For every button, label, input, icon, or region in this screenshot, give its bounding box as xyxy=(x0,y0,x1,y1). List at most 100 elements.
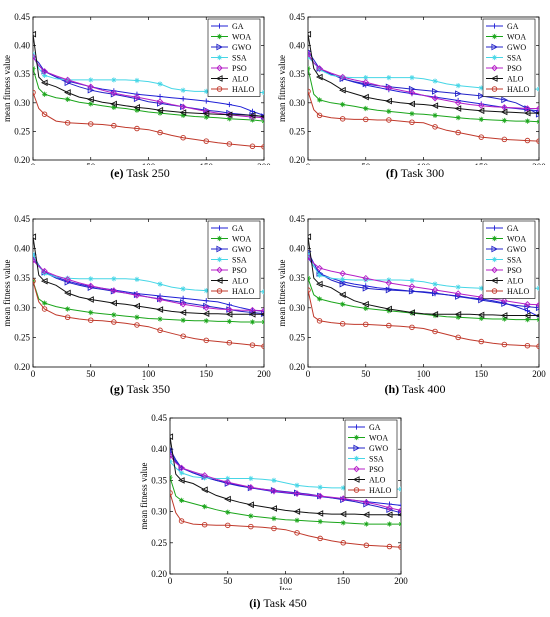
x-axis: 0 50 100 150 200 xyxy=(306,219,546,379)
data-point-alo xyxy=(385,305,392,313)
legend-marker-ssa xyxy=(353,455,360,462)
data-point-ssa xyxy=(178,470,185,476)
data-point-alo xyxy=(500,108,508,116)
caption-letter: (i) xyxy=(249,596,261,610)
data-point-woa xyxy=(65,96,71,102)
y-tick-label: 0.40 xyxy=(14,41,30,51)
data-point-pso xyxy=(431,94,439,102)
data-point-alo xyxy=(339,86,346,94)
x-axis: 0 50 100 150 200 xyxy=(168,418,408,586)
data-point-halo xyxy=(134,322,140,328)
y-tick-label: 0.30 xyxy=(14,303,30,313)
data-point-pso xyxy=(454,99,462,107)
legend-label-alo: ALO xyxy=(507,75,524,84)
data-point-pso xyxy=(362,274,369,282)
data-point-halo xyxy=(363,542,370,549)
legend-label-pso: PSO xyxy=(369,465,384,474)
data-point-gwo xyxy=(260,310,264,318)
data-point-gwo xyxy=(478,296,485,304)
data-point-woa xyxy=(88,101,94,107)
data-point-halo xyxy=(340,540,346,546)
series-line-pso xyxy=(308,257,539,306)
legend-label-halo: HALO xyxy=(232,287,254,296)
data-point-ssa xyxy=(340,276,346,282)
series-line-gwo xyxy=(308,251,539,309)
data-point-halo xyxy=(386,117,392,123)
data-point-alo xyxy=(308,30,312,38)
legend-marker-ssa xyxy=(491,256,498,263)
data-point-ssa xyxy=(316,272,323,278)
data-point-woa xyxy=(111,312,117,318)
y-axis-label: mean fitness value xyxy=(2,260,12,327)
data-point-halo xyxy=(261,144,264,150)
data-point-woa xyxy=(409,310,415,316)
data-point-pso xyxy=(316,492,324,500)
series-line-alo xyxy=(308,236,539,316)
data-point-pso xyxy=(535,301,539,309)
series-line-halo xyxy=(170,492,401,548)
data-point-ssa xyxy=(398,486,401,492)
legend-marker-alo xyxy=(215,277,223,284)
y-axis-label: mean fitness value xyxy=(277,55,287,122)
x-axis: 0 50 100 150 200 xyxy=(31,219,271,379)
data-point-halo xyxy=(224,522,231,529)
y-tick-label: 0.30 xyxy=(14,98,30,108)
data-point-halo xyxy=(271,525,277,532)
legend-marker-gwo xyxy=(216,245,224,253)
y-tick-label: 0.20 xyxy=(14,362,30,372)
data-point-alo xyxy=(87,296,94,303)
data-point-pso xyxy=(478,102,485,109)
data-point-ssa xyxy=(409,277,415,284)
data-point-woa xyxy=(41,300,48,306)
legend-marker-alo xyxy=(490,75,498,82)
y-tick-label: 0.45 xyxy=(289,12,305,22)
data-point-alo xyxy=(170,433,174,441)
legend-label-ga: GA xyxy=(232,22,244,31)
data-point-woa xyxy=(316,97,323,103)
data-point-woa xyxy=(501,316,507,322)
y-axis-label: mean fitness value xyxy=(277,260,287,327)
legend-marker-ssa xyxy=(491,54,498,61)
y-tick-label: 0.20 xyxy=(14,155,30,165)
y-tick-label: 0.35 xyxy=(14,69,30,79)
legend-marker-alo xyxy=(215,75,223,82)
data-point-alo xyxy=(133,302,140,310)
data-point-pso xyxy=(178,464,185,472)
data-point-halo xyxy=(398,544,401,550)
data-point-ssa xyxy=(134,77,140,84)
data-point-alo xyxy=(64,289,71,297)
legend-label-woa: WOA xyxy=(507,33,526,42)
data-point-alo xyxy=(477,311,485,319)
data-point-halo xyxy=(524,342,531,349)
data-point-gwo xyxy=(64,279,72,286)
x-tick-label: 50 xyxy=(86,162,96,165)
chart-task-300: 0.200.250.300.350.400.45050100150200Iter… xyxy=(277,12,546,165)
data-point-halo xyxy=(33,89,36,96)
data-point-halo xyxy=(308,287,311,293)
data-point-alo xyxy=(177,477,185,484)
data-point-woa xyxy=(363,105,369,112)
data-point-woa xyxy=(248,513,254,519)
legend-marker-pso xyxy=(491,64,498,72)
legend-label-alo: ALO xyxy=(232,75,249,84)
data-point-pso xyxy=(64,276,71,283)
series-group xyxy=(308,30,539,144)
legend-marker-halo xyxy=(491,86,498,92)
y-tick-label: 0.40 xyxy=(289,244,305,254)
data-point-ssa xyxy=(536,86,539,92)
y-tick-label: 0.35 xyxy=(289,273,305,283)
x-tick-label: 0 xyxy=(306,162,311,165)
y-tick-label: 0.20 xyxy=(151,569,167,579)
data-point-woa xyxy=(536,317,539,323)
y-tick-label: 0.20 xyxy=(289,155,305,165)
series-line-woa xyxy=(33,68,264,122)
data-point-halo xyxy=(226,141,233,147)
data-point-woa xyxy=(316,296,323,302)
data-point-halo xyxy=(455,129,461,136)
legend-label-gwo: GWO xyxy=(507,245,526,254)
caption-letter: (e) xyxy=(110,166,124,180)
data-point-ga xyxy=(203,298,209,304)
